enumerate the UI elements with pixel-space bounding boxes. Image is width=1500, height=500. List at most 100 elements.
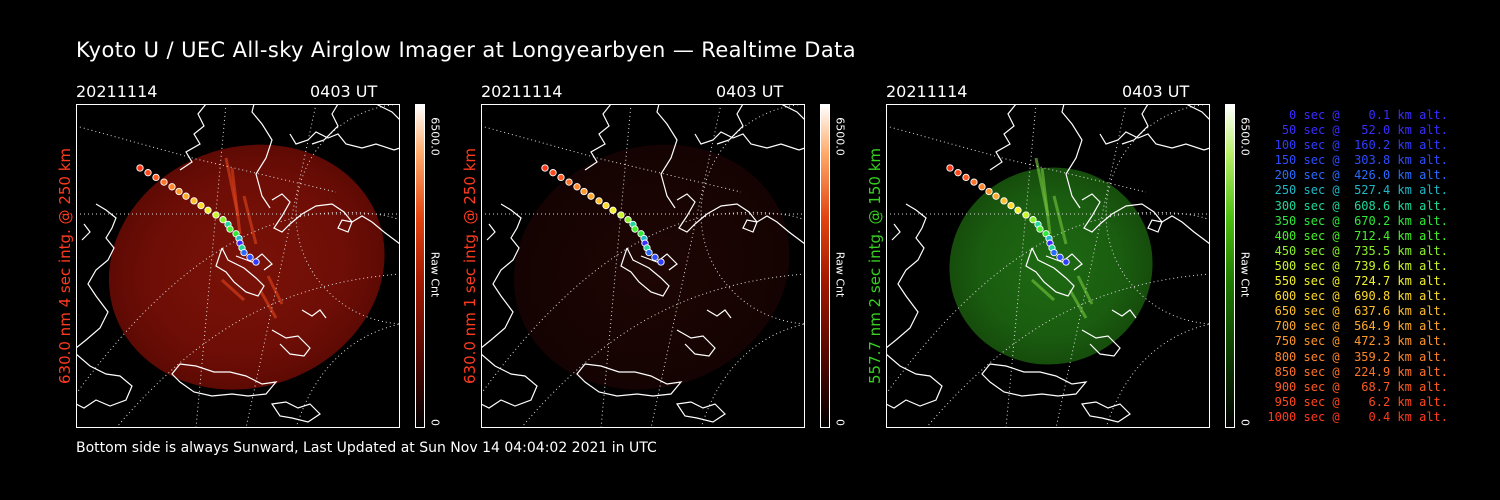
satellite-track-point [240,248,248,257]
satellite-track-point [970,178,978,186]
legend-row: 300 sec @ 608.6 km alt. [1267,198,1448,213]
satellite-track-point [182,192,190,200]
legend-row: 250 sec @ 527.4 km alt. [1267,183,1448,198]
satellite-track-point [992,192,1000,200]
aurora-streak [1052,195,1068,245]
satellite-track-point [152,173,160,182]
legend-row: 600 sec @ 690.8 km alt. [1267,289,1448,304]
satellite-track-point [651,253,659,261]
satellite-track-point [954,169,962,177]
satellite-track-point [573,183,581,191]
panel-1-date: 20211114 [76,82,158,101]
satellite-track-point [212,211,220,219]
legend-row: 350 sec @ 670.2 km alt. [1267,213,1448,228]
satellite-track-point [645,248,653,257]
panel-3-image [886,104,1210,428]
panel-1-svg [76,104,400,428]
satellite-track-point [624,216,632,224]
panel-2-label-text: 630.0 nm 1 sec intg. @ 250 km [461,147,479,385]
satellite-track-point [1022,211,1030,219]
aurora-streak [266,275,284,305]
legend-row: 550 sec @ 724.7 km alt. [1267,274,1448,289]
coordinate-grid [886,104,1210,428]
aurora-streak [1030,278,1056,302]
legend-row: 850 sec @ 224.9 km alt. [1267,364,1448,379]
satellite-track-point [580,187,588,196]
satellite-track-point [160,178,168,186]
satellite-track-point [1056,253,1064,261]
legend-row: 50 sec @ 52.0 km alt. [1267,123,1448,138]
aurora-streak [1068,289,1088,319]
satellite-track-point [1036,225,1044,233]
satellite-track-point [1050,248,1058,257]
aurora-streak [220,278,246,302]
satellite-track-point [657,258,665,266]
panel-2-time: 0403 UT [716,82,784,101]
satellite-track-point [587,192,595,200]
satellite-track-legend: 0 sec @ 0.1 km alt. 50 sec @ 52.0 km alt… [1262,108,1448,425]
footer-status: Bottom side is always Sunward, Last Upda… [76,440,657,456]
satellite-track-point [631,225,639,233]
satellite-track-point [549,169,557,177]
panel-2-svg [481,104,805,428]
satellite-track-point [144,169,152,177]
satellite-track-point [978,183,986,191]
legend-row: 500 sec @ 739.6 km alt. [1267,258,1448,273]
legend-row: 650 sec @ 637.6 km alt. [1267,304,1448,319]
legend-row: 800 sec @ 359.2 km alt. [1267,349,1448,364]
legend-row: 450 sec @ 735.5 km alt. [1267,243,1448,258]
satellite-track-point [595,197,603,205]
satellite-track-point [1029,216,1037,224]
legend-row: 0 sec @ 0.1 km alt. [1267,108,1448,122]
satellite-track-point [1014,206,1022,214]
panel-3-side-label: 557.7 nm 2 sec intg. @ 150 km [865,104,885,428]
satellite-track-point [609,206,617,214]
page-title: Kyoto U / UEC All-sky Airglow Imager at … [76,38,857,62]
panel-3-time: 0403 UT [1122,82,1190,101]
legend-row: 750 sec @ 472.3 km alt. [1267,334,1448,349]
legend-row: 400 sec @ 712.4 km alt. [1267,228,1448,243]
panel-1-label-text: 630.0 nm 4 sec intg. @ 250 km [56,147,74,385]
satellite-track-point [246,253,254,261]
coastline-map [76,104,400,423]
satellite-track-point [557,173,565,182]
satellite-track-point [204,206,212,214]
panel-3-date: 20211114 [886,82,968,101]
satellite-track-point [541,164,549,172]
satellite-track-point [617,211,625,219]
aurora-streak [1040,167,1052,235]
panel-1-time: 0403 UT [310,82,378,101]
panel-2-colorbar [820,104,830,428]
coastline-map [481,104,805,423]
aurora-streak [1076,275,1094,305]
panel-1-colorbar [415,104,425,428]
legend-row: 1000 sec @ 0.4 km alt. [1267,409,1448,424]
satellite-track-point [219,216,227,224]
satellite-track-point [985,187,993,196]
aurora-streak [230,167,242,235]
legend-row: 700 sec @ 564.9 km alt. [1267,319,1448,334]
satellite-track-point [946,164,954,172]
legend-row: 150 sec @ 303.8 km alt. [1267,153,1448,168]
panel-3-colorbar [1225,104,1235,428]
satellite-track-point [1062,258,1070,266]
coastline-map [886,104,1210,423]
panel-3-svg [886,104,1210,428]
satellite-track-point [136,164,144,172]
satellite-track-point [602,201,610,210]
coordinate-grid [481,104,805,428]
panel-3-label-text: 557.7 nm 2 sec intg. @ 150 km [866,147,884,385]
panel-1-side-label: 630.0 nm 4 sec intg. @ 250 km [55,104,75,428]
satellite-track-point [197,201,205,210]
coordinate-grid [76,104,400,428]
panel-2-side-label: 630.0 nm 1 sec intg. @ 250 km [460,104,480,428]
satellite-track-point [190,197,198,205]
satellite-track-point [226,225,234,233]
satellite-track-point [1007,201,1015,210]
satellite-track-point [252,258,260,266]
satellite-track-point [565,178,573,186]
panel-2-date: 20211114 [481,82,563,101]
legend-row: 900 sec @ 68.7 km alt. [1267,379,1448,394]
satellite-track-point [1000,197,1008,205]
legend-row: 100 sec @ 160.2 km alt. [1267,138,1448,153]
